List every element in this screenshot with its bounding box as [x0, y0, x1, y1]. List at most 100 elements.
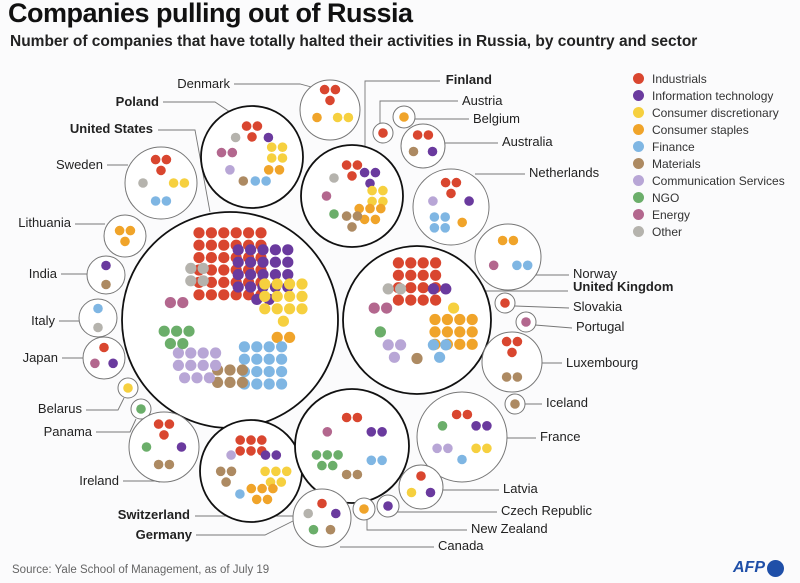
- dot-united-kingdom-ind: [405, 294, 417, 306]
- dot-luxembourg-ind: [512, 336, 523, 347]
- leader-line-austria: [379, 100, 458, 123]
- dot-united-kingdom-cs: [466, 338, 478, 350]
- dot-belarus-cd: [123, 383, 133, 393]
- dot-united-kingdom-ind: [405, 257, 417, 269]
- dot-united-kingdom-oth: [395, 283, 407, 295]
- dot-france-com: [443, 443, 453, 454]
- dot-finland-cs: [359, 214, 370, 225]
- dot-denmark-cs: [312, 112, 322, 123]
- chart-title: Companies pulling out of Russia: [8, 0, 413, 28]
- country-label-canada: Canada: [438, 538, 484, 553]
- dot-united-states-com: [179, 372, 191, 384]
- dot-united-states-oth: [185, 275, 197, 287]
- dot-united-states-mat: [236, 376, 248, 388]
- leader-line-united-states: [158, 129, 211, 213]
- legend-label: Finance: [652, 139, 695, 154]
- dot-ireland-it: [176, 442, 187, 452]
- legend-label: Industrials: [652, 71, 707, 86]
- dot-sweden-ind: [161, 154, 172, 165]
- dot-sweden-ind: [150, 154, 161, 165]
- dot-poland-ind: [252, 121, 263, 131]
- dot-united-states-ind: [218, 239, 230, 251]
- bubble-france: [416, 391, 508, 483]
- dot-germany-mat: [215, 466, 226, 477]
- dot-switzerland-it: [377, 427, 387, 437]
- dot-united-states-fin: [238, 353, 250, 365]
- dot-united-states-com: [172, 347, 184, 359]
- dot-switzerland-ngo: [311, 450, 322, 460]
- legend-label: Materials: [652, 156, 701, 171]
- bubble-united-kingdom: [342, 245, 492, 395]
- country-label-ireland: Ireland: [79, 473, 119, 488]
- dot-united-kingdom-cs: [466, 326, 478, 338]
- dot-germany-cd: [271, 466, 281, 477]
- bubble-india: [86, 255, 126, 295]
- dot-united-states-com: [185, 347, 197, 359]
- dot-united-states-it: [245, 244, 257, 256]
- dot-united-kingdom-cs: [466, 313, 478, 326]
- dot-united-kingdom-cs: [454, 338, 466, 350]
- legend-item-fin: Finance: [633, 138, 785, 155]
- dot-germany-it: [271, 450, 282, 460]
- bubble-switzerland: [294, 388, 410, 504]
- dot-finland-ind: [341, 160, 352, 170]
- dot-united-states-com: [197, 347, 209, 359]
- dot-canada-ind: [317, 498, 327, 509]
- dot-lithuania-cs: [125, 225, 136, 236]
- dot-united-states-ind: [230, 227, 242, 239]
- dot-united-states-fin: [263, 341, 275, 353]
- dot-luxembourg-mat: [512, 372, 523, 382]
- dot-netherlands-fin: [440, 212, 451, 222]
- dot-finland-cs: [376, 203, 386, 214]
- legend-item-ind: Industrials: [633, 70, 785, 87]
- legend-swatch: [633, 175, 644, 186]
- dot-finland-it: [365, 178, 375, 189]
- dot-norway-cs: [508, 235, 519, 246]
- dot-france-ind: [451, 409, 462, 420]
- dot-japan-it: [108, 358, 118, 369]
- dot-australia-it: [427, 146, 438, 157]
- legend-label: Other: [652, 224, 683, 239]
- dot-united-states-it: [269, 244, 281, 256]
- dot-latvia-it: [425, 487, 436, 498]
- dot-united-states-cd: [296, 290, 308, 302]
- dot-sweden-fin: [161, 196, 172, 206]
- dot-united-kingdom-mat: [411, 352, 423, 365]
- dot-germany-cs: [246, 483, 257, 494]
- dot-austria-ind: [378, 128, 388, 138]
- dot-japan-ind: [99, 342, 109, 353]
- leader-line-finland: [364, 80, 440, 148]
- legend-swatch: [633, 158, 644, 169]
- dot-united-kingdom-ind: [417, 257, 429, 269]
- legend-swatch: [633, 209, 644, 220]
- dot-latvia-ind: [416, 471, 426, 481]
- dot-united-kingdom-cs: [429, 313, 441, 326]
- dot-united-kingdom-en: [381, 302, 393, 314]
- dot-united-kingdom-ind: [417, 282, 429, 294]
- dot-netherlands-fin: [429, 223, 440, 233]
- afp-logo-dot-icon: [767, 559, 784, 577]
- dot-united-states-com: [197, 359, 209, 371]
- dot-united-states-ngo: [164, 338, 176, 350]
- dot-united-states-it: [282, 244, 294, 256]
- dot-finland-mat: [341, 211, 352, 221]
- dot-united-kingdom-cd: [448, 302, 460, 314]
- country-label-italy: Italy: [31, 313, 55, 328]
- dot-germany-cs: [257, 483, 267, 494]
- legend-item-en: Energy: [633, 206, 785, 223]
- bubble-poland: [200, 105, 304, 209]
- legend-label: Consumer staples: [652, 122, 749, 137]
- bubble-denmark: [299, 79, 361, 141]
- dot-india-it: [101, 260, 111, 271]
- dot-germany-cs: [251, 494, 262, 505]
- dot-united-kingdom-cs: [454, 313, 466, 326]
- leader-line-slovakia: [514, 305, 570, 309]
- country-label-france: France: [540, 429, 580, 444]
- bubble-netherlands: [412, 168, 490, 246]
- dot-netherlands-ind: [451, 177, 462, 188]
- dot-united-states-ind: [218, 252, 230, 264]
- country-label-sweden: Sweden: [56, 157, 103, 172]
- dot-united-states-ind: [193, 289, 205, 301]
- dot-canada-it: [331, 508, 341, 519]
- dot-norway-en: [488, 260, 499, 271]
